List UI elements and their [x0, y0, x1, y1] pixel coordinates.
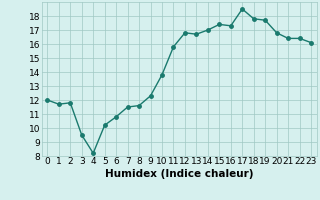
X-axis label: Humidex (Indice chaleur): Humidex (Indice chaleur): [105, 169, 253, 179]
